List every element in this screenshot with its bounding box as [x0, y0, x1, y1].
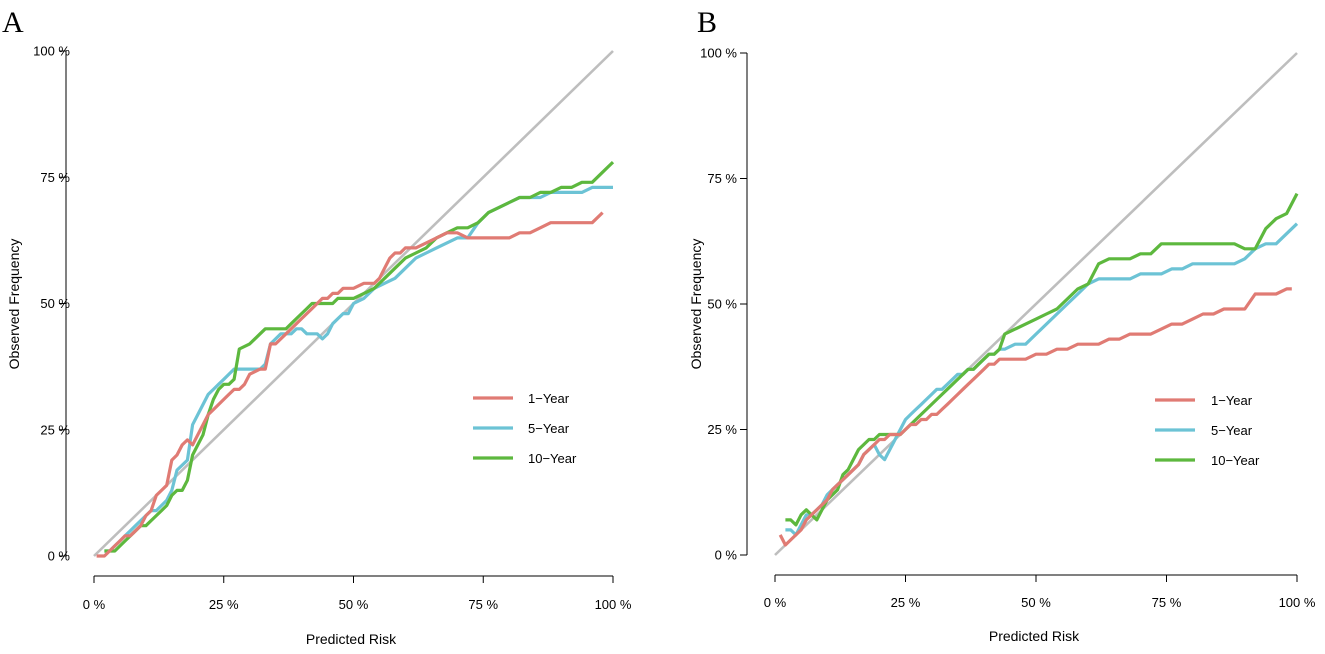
x-tick-label: 25 %: [891, 595, 921, 610]
y-axis-title: Observed Frequency: [688, 239, 704, 370]
legend-label-1-year: 1−Year: [1211, 393, 1253, 408]
series-line-10-year: [104, 160, 615, 553]
y-tick-label: 25 %: [707, 422, 737, 437]
x-tick-label: 25 %: [209, 597, 239, 612]
legend-label-10-year: 10−Year: [1211, 453, 1260, 468]
series-line-1-year: [778, 287, 1292, 547]
series-line-1-year: [96, 211, 604, 558]
y-tick-label: 75 %: [40, 170, 70, 185]
x-axis-title: Predicted Risk: [306, 631, 397, 647]
y-tick-label: 25 %: [40, 422, 70, 437]
y-tick-label: 100 %: [33, 44, 70, 59]
legend-label-10-year: 10−Year: [528, 451, 577, 466]
y-axis-title: Observed Frequency: [6, 239, 22, 370]
x-tick-label: 75 %: [1152, 595, 1182, 610]
x-axis-title: Predicted Risk: [989, 628, 1080, 644]
reference-diagonal-line: [774, 52, 1298, 556]
x-tick-label: 50 %: [1021, 595, 1051, 610]
legend-label-1-year: 1−Year: [528, 391, 570, 406]
panel-label-b: B: [697, 6, 717, 39]
x-tick-label: 100 %: [595, 597, 632, 612]
y-tick-label: 50 %: [707, 297, 737, 312]
panel-a: A Observed Frequency Predicted Risk 0 % 2…: [2, 6, 632, 647]
panel-b: B Observed Frequency Predicted Risk 0 % 2…: [688, 6, 1316, 644]
y-tick-label: 100 %: [700, 46, 737, 61]
legend-label-5-year: 5−Year: [1211, 423, 1253, 438]
x-tick-label: 100 %: [1279, 595, 1316, 610]
x-tick-label: 0 %: [83, 597, 106, 612]
y-tick-label: 50 %: [40, 296, 70, 311]
y-tick-label: 0 %: [715, 548, 738, 563]
y-tick-label: 0 %: [48, 549, 71, 564]
y-tick-label: 75 %: [707, 171, 737, 186]
panel-label-a: A: [2, 6, 24, 39]
series-line-10-year: [785, 192, 1299, 527]
legend-label-5-year: 5−Year: [528, 421, 570, 436]
x-tick-label: 0 %: [764, 595, 787, 610]
x-tick-label: 50 %: [339, 597, 369, 612]
x-tick-label: 75 %: [468, 597, 498, 612]
